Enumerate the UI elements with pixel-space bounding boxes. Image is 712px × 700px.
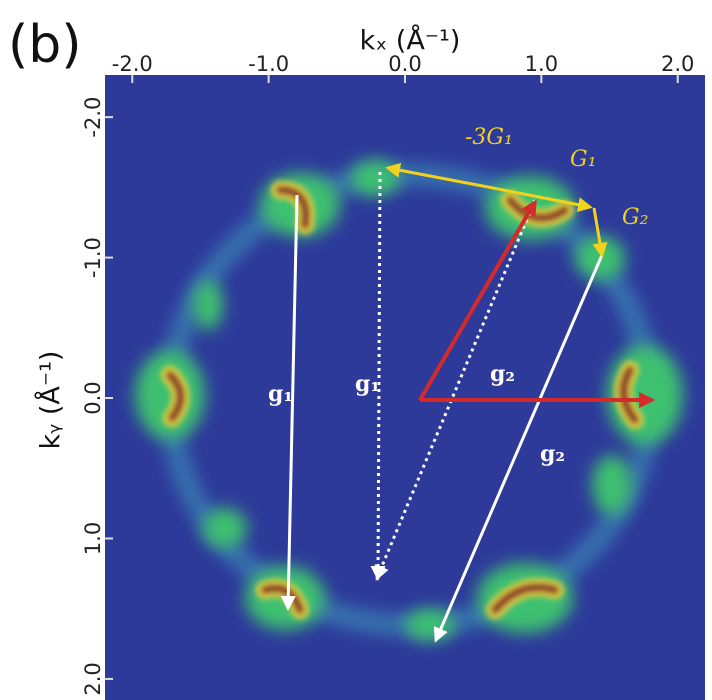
- figure: (b) kₓ (Å⁻¹) kᵧ (Å⁻¹) -2.0-1.00.01.02.0-…: [0, 0, 712, 700]
- y-tick-label: -1.0: [81, 237, 105, 278]
- annotation: -3G₁: [465, 125, 513, 150]
- annotation: g₁: [355, 371, 380, 397]
- annotation: G₂: [622, 205, 648, 230]
- y-axis-label: kᵧ (Å⁻¹): [35, 351, 67, 450]
- annotation: g₂: [540, 441, 565, 467]
- panel-label: (b): [8, 15, 82, 75]
- x-tick-label: 0.0: [388, 52, 421, 76]
- y-tick-label: 2.0: [81, 662, 105, 695]
- y-tick-label: 1.0: [81, 522, 105, 555]
- x-tick-label: 1.0: [525, 52, 558, 76]
- y-tick-label: -2.0: [81, 97, 105, 138]
- annotation: g₁: [268, 381, 293, 407]
- x-tick-label: -2.0: [112, 52, 153, 76]
- y-tick-label: 0.0: [81, 381, 105, 414]
- annotation: G₁: [570, 147, 596, 172]
- annotation: g₂: [490, 361, 515, 387]
- x-tick-label: 2.0: [661, 52, 694, 76]
- x-tick-label: -1.0: [248, 52, 289, 76]
